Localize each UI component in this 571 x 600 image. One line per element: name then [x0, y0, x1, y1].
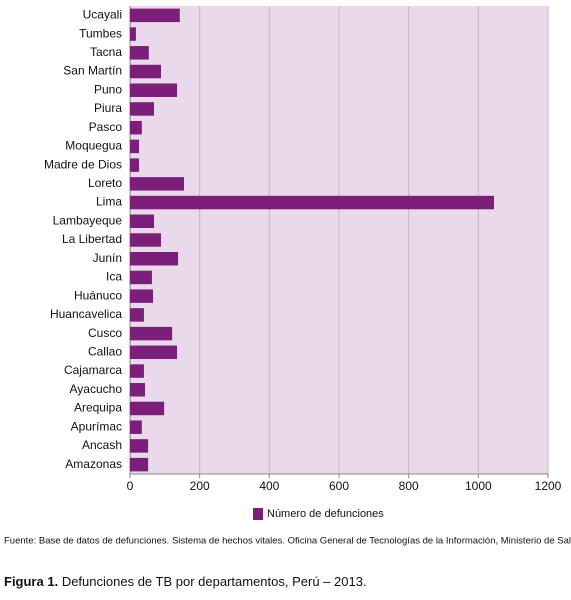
bar [130, 326, 173, 341]
y-tick-label: Arequipa [74, 401, 122, 415]
source: Fuente: Base de datos de defunciones. Si… [4, 536, 571, 547]
legend-label: Número de defunciones [267, 508, 384, 520]
y-tick-label: Apurímac [71, 419, 122, 433]
bar [130, 289, 153, 303]
y-tick-label: Loreto [88, 176, 122, 190]
bar [130, 8, 180, 23]
bar [130, 345, 178, 360]
bar [130, 364, 144, 378]
bar [130, 420, 142, 434]
x-tick-label: 400 [259, 479, 279, 493]
y-tick-label: Ancash [82, 438, 122, 452]
y-tick-label: Tumbes [79, 26, 122, 40]
y-tick-label: Ucayali [83, 8, 122, 22]
y-tick-label: Moquegua [65, 139, 122, 153]
y-tick-label: Huancavelica [50, 307, 122, 321]
bar [130, 308, 144, 322]
bar [130, 158, 140, 172]
y-tick-label: Amazonas [65, 457, 122, 471]
bar [130, 120, 142, 135]
bar [130, 401, 165, 416]
bar [130, 439, 149, 453]
y-tick-label: Ica [106, 270, 122, 284]
y-tick-label: Lima [96, 195, 122, 209]
bar [130, 102, 155, 116]
y-tick-label: Huánuco [74, 288, 122, 302]
bar [130, 195, 495, 210]
y-tick-label: Lambayeque [53, 213, 123, 227]
x-tick-label: 200 [190, 479, 210, 493]
y-tick-label: Pasco [89, 120, 123, 134]
x-tick-label: 800 [399, 479, 419, 493]
bar [130, 251, 179, 266]
caption-label: Figura 1. [4, 574, 58, 589]
caption-text: Defunciones de TB por departamentos, Per… [62, 574, 367, 589]
bar [130, 46, 149, 60]
bar [130, 233, 162, 247]
x-tick-label: 600 [329, 479, 349, 493]
bar [130, 177, 184, 191]
x-tick-label: 1000 [465, 479, 492, 493]
y-tick-label: Madre de Dios [44, 157, 122, 171]
y-tick-label: Piura [94, 101, 122, 115]
x-tick-label: 0 [127, 479, 134, 493]
y-tick-label: Tacna [90, 45, 122, 59]
bar [130, 64, 162, 79]
bar [130, 383, 145, 397]
y-tick-label: Puno [94, 82, 122, 96]
y-tick-label: Cusco [88, 326, 122, 340]
bar [130, 270, 152, 285]
y-tick-label: La Libertad [62, 232, 122, 246]
y-tick-label: San Martín [63, 64, 122, 78]
y-tick-label: Cajamarca [64, 363, 122, 377]
x-tick-label: 1200 [535, 479, 562, 493]
bar [130, 83, 178, 97]
bar [130, 139, 140, 154]
legend-swatch [253, 508, 263, 520]
caption: Figura 1. Defunciones de TB por departam… [4, 574, 367, 589]
bar [130, 214, 155, 229]
y-tick-label: Callao [88, 344, 122, 358]
bar [130, 457, 149, 472]
bar [130, 27, 136, 41]
y-tick-label: Junín [93, 251, 122, 265]
y-tick-label: Ayacucho [70, 382, 123, 396]
